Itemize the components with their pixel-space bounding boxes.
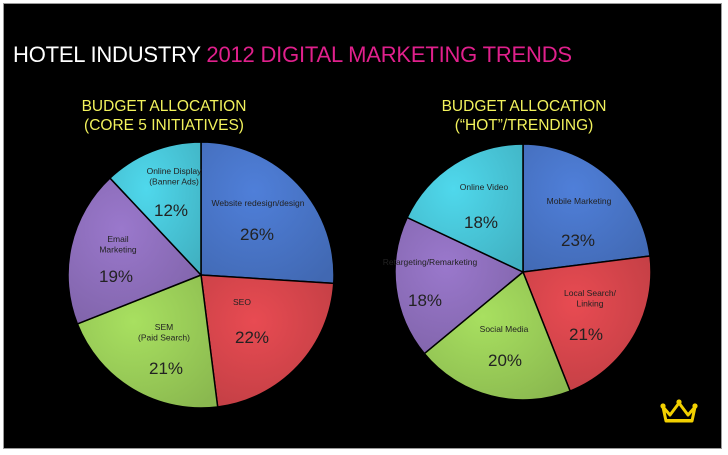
title-part1: HOTEL INDUSTRY [13,42,201,67]
left-slice-label-4: Online Display [147,166,203,176]
right-slice-label-1: Local Search/ [564,288,617,298]
crown-icon [660,399,698,423]
right-slice-value-3: 18% [408,291,442,310]
left-slice-label-2: (Paid Search) [138,333,190,343]
right-slice-label-2: Social Media [480,324,529,334]
right-slice-label-1: Linking [577,299,604,309]
right-pie-slice-0 [522,143,651,273]
right-pie-slice-2 [423,270,572,401]
left-pie-slice-2 [76,273,219,409]
right-pie-slice-1 [521,255,652,392]
left-slice-label-3: Email [107,234,128,244]
left-pie-slice-4 [108,141,202,277]
left-pie-slice-1 [200,274,335,408]
left-chart-subtitle: (CORE 5 INITIATIVES) [84,117,244,134]
left-slice-value-4: 12% [154,201,188,220]
right-slice-label-3: Retargeting/Remarketing [383,257,478,267]
left-slice-value-0: 26% [240,225,274,244]
right-slice-label-0: Mobile Marketing [547,196,612,206]
right-slice-label-4: Online Video [460,182,509,192]
left-pie-chart: Website redesign/design 26% SEO 22% SEM(Paid… [67,141,335,409]
right-chart-title: BUDGET ALLOCATION [441,98,607,115]
title-part2: 2012 DIGITAL MARKETING TRENDS [206,42,572,67]
left-slice-label-1: SEO [233,297,251,307]
right-chart-heading: BUDGET ALLOCATION (“HOT”/TRENDING) [404,97,644,135]
right-slice-value-1: 21% [569,325,603,344]
right-pie-slice-3 [394,216,525,355]
right-chart-subtitle: (“HOT”/TRENDING) [454,117,594,134]
left-pie-slice-3 [67,176,203,325]
left-slice-value-1: 22% [235,328,269,347]
left-slice-label-2: SEM [155,322,173,332]
left-slice-value-3: 19% [99,267,133,286]
left-slice-value-2: 21% [149,359,183,378]
page-title: HOTEL INDUSTRY 2012 DIGITAL MARKETING TR… [13,42,572,68]
right-pie-chart: Mobile Marketing 23% Local Search/Linking 2… [383,143,652,401]
left-pie-slice-0 [200,141,335,285]
left-slice-label-0: Website redesign/design [212,198,305,208]
left-chart-heading: BUDGET ALLOCATION (CORE 5 INITIATIVES) [44,97,284,135]
left-slice-label-4: (Banner Ads) [149,177,199,187]
slide: HOTEL INDUSTRY 2012 DIGITAL MARKETING TR… [3,3,722,449]
right-pie-slice-4 [406,143,524,274]
right-slice-value-4: 18% [464,213,498,232]
right-slice-value-0: 23% [561,231,595,250]
left-slice-label-3: Marketing [99,245,137,255]
right-slice-value-2: 20% [488,351,522,370]
left-chart-title: BUDGET ALLOCATION [81,98,247,115]
